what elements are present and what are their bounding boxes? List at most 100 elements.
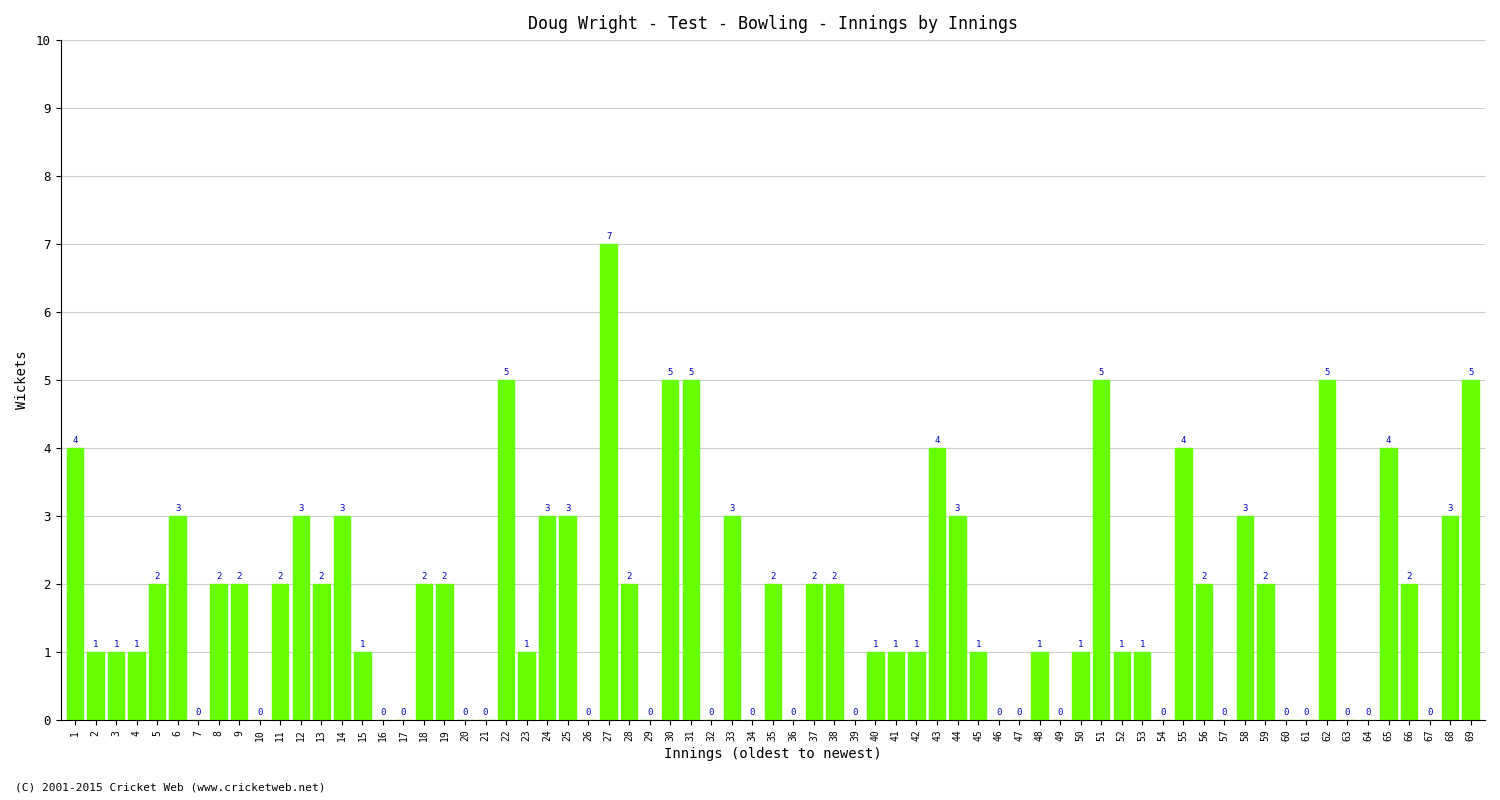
Text: 3: 3: [566, 504, 570, 513]
Text: 0: 0: [195, 707, 201, 717]
Bar: [682, 380, 699, 720]
Text: 1: 1: [975, 639, 981, 649]
Text: 0: 0: [1365, 707, 1371, 717]
Text: 4: 4: [1180, 436, 1186, 445]
Text: 1: 1: [1036, 639, 1042, 649]
Text: 2: 2: [770, 572, 776, 581]
Text: 3: 3: [176, 504, 180, 513]
Text: 5: 5: [1468, 368, 1473, 377]
Bar: [210, 584, 226, 720]
Bar: [806, 584, 822, 720]
Bar: [1094, 380, 1110, 720]
Bar: [436, 584, 453, 720]
Text: 2: 2: [216, 572, 222, 581]
Bar: [1113, 652, 1130, 720]
Text: 5: 5: [1098, 368, 1104, 377]
Text: 1: 1: [914, 639, 920, 649]
Text: 0: 0: [852, 707, 858, 717]
Text: 7: 7: [606, 232, 612, 241]
Text: 0: 0: [790, 707, 796, 717]
Text: 3: 3: [544, 504, 550, 513]
Bar: [888, 652, 904, 720]
Text: 2: 2: [237, 572, 242, 581]
Bar: [1462, 380, 1479, 720]
Text: 0: 0: [1346, 707, 1350, 717]
Text: 3: 3: [1448, 504, 1454, 513]
Text: 3: 3: [298, 504, 303, 513]
Text: 0: 0: [996, 707, 1002, 717]
X-axis label: Innings (oldest to newest): Innings (oldest to newest): [664, 747, 882, 761]
Text: 0: 0: [1304, 707, 1310, 717]
Text: 2: 2: [154, 572, 160, 581]
Bar: [108, 652, 124, 720]
Text: 4: 4: [1386, 436, 1390, 445]
Bar: [1442, 516, 1458, 720]
Bar: [333, 516, 350, 720]
Text: 4: 4: [934, 436, 939, 445]
Bar: [1236, 516, 1252, 720]
Text: 5: 5: [504, 368, 509, 377]
Bar: [723, 516, 740, 720]
Bar: [950, 516, 966, 720]
Bar: [1401, 584, 1417, 720]
Bar: [87, 652, 104, 720]
Text: 1: 1: [360, 639, 364, 649]
Text: 1: 1: [134, 639, 140, 649]
Bar: [170, 516, 186, 720]
Text: 2: 2: [831, 572, 837, 581]
Bar: [129, 652, 146, 720]
Bar: [1196, 584, 1212, 720]
Text: 1: 1: [894, 639, 898, 649]
Y-axis label: Wickets: Wickets: [15, 350, 28, 410]
Bar: [416, 584, 432, 720]
Text: 0: 0: [462, 707, 468, 717]
Bar: [1174, 448, 1191, 720]
Bar: [560, 516, 576, 720]
Text: 0: 0: [750, 707, 754, 717]
Bar: [68, 448, 82, 720]
Bar: [354, 652, 370, 720]
Bar: [928, 448, 945, 720]
Text: 5: 5: [688, 368, 693, 377]
Bar: [1257, 584, 1274, 720]
Text: 2: 2: [318, 572, 324, 581]
Bar: [1380, 448, 1396, 720]
Bar: [600, 244, 616, 720]
Text: 0: 0: [483, 707, 488, 717]
Text: 2: 2: [278, 572, 284, 581]
Text: 0: 0: [1221, 707, 1227, 717]
Text: 3: 3: [339, 504, 345, 513]
Text: 0: 0: [1426, 707, 1432, 717]
Text: 2: 2: [627, 572, 632, 581]
Bar: [1134, 652, 1150, 720]
Text: 0: 0: [380, 707, 386, 717]
Text: 1: 1: [873, 639, 877, 649]
Text: 1: 1: [524, 639, 530, 649]
Text: 3: 3: [729, 504, 735, 513]
Text: 2: 2: [1263, 572, 1268, 581]
Bar: [1072, 652, 1089, 720]
Text: 2: 2: [1407, 572, 1412, 581]
Bar: [1032, 652, 1048, 720]
Text: 5: 5: [668, 368, 674, 377]
Text: 2: 2: [422, 572, 426, 581]
Text: 1: 1: [114, 639, 118, 649]
Text: 0: 0: [646, 707, 652, 717]
Text: 1: 1: [1119, 639, 1125, 649]
Bar: [909, 652, 924, 720]
Text: 3: 3: [1242, 504, 1248, 513]
Bar: [621, 584, 638, 720]
Bar: [231, 584, 248, 720]
Text: 5: 5: [1324, 368, 1329, 377]
Text: (C) 2001-2015 Cricket Web (www.cricketweb.net): (C) 2001-2015 Cricket Web (www.cricketwe…: [15, 782, 326, 792]
Text: 0: 0: [256, 707, 262, 717]
Text: 2: 2: [442, 572, 447, 581]
Title: Doug Wright - Test - Bowling - Innings by Innings: Doug Wright - Test - Bowling - Innings b…: [528, 15, 1019, 33]
Text: 0: 0: [1160, 707, 1166, 717]
Text: 0: 0: [708, 707, 714, 717]
Text: 4: 4: [72, 436, 78, 445]
Bar: [519, 652, 536, 720]
Text: 3: 3: [956, 504, 960, 513]
Text: 1: 1: [1078, 639, 1083, 649]
Bar: [970, 652, 987, 720]
